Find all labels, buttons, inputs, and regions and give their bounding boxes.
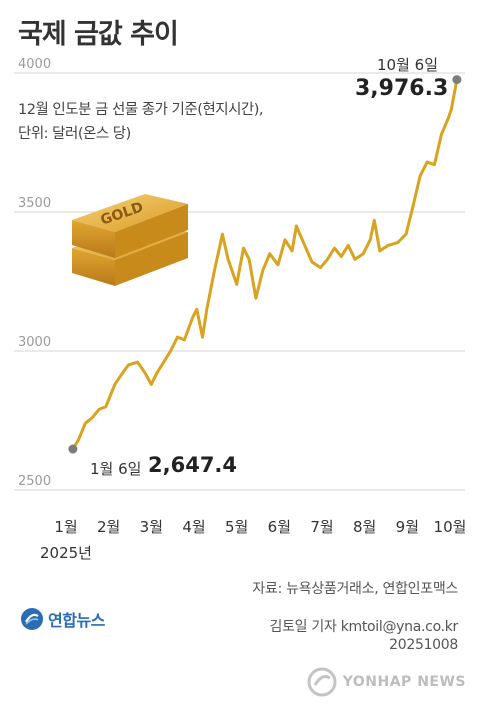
gold-bar-illustration: GOLD (72, 194, 188, 286)
end-data-point (452, 75, 462, 85)
year-label: 2025년 (40, 544, 92, 562)
yonhap-logo: 연합뉴스 (20, 607, 105, 631)
gold-price-line (71, 78, 459, 451)
watermark-text: YONHAP NEWS (342, 674, 466, 690)
y-tick-labels: 2500 3000 3500 4000 (18, 57, 51, 489)
source-text: 자료: 뉴욕상품거래소, 연합인포맥스 (252, 581, 458, 597)
x-tick-label: 2월 (97, 518, 120, 536)
y-tick-label: 4000 (18, 57, 51, 72)
end-date-label: 10월 6일 (377, 56, 438, 74)
reporter-text: 김토일 기자 kmtoil@yna.co.kr (269, 619, 459, 635)
x-tick-label: 9월 (396, 518, 419, 536)
grid-lines (14, 72, 465, 491)
yonhap-logo-icon (21, 608, 43, 630)
chart-title: 국제 금값 추이 (18, 19, 179, 50)
y-tick-label: 2500 (18, 474, 51, 489)
x-tick-label: 3월 (140, 518, 163, 536)
chart-note-line1: 12월 인도분 금 선물 종가 기준(현지시간), (18, 102, 264, 118)
start-date-label: 1월 6일 (90, 460, 142, 478)
chart-note-line2: 단위: 달러(온스 당) (18, 126, 131, 142)
start-data-point (68, 444, 78, 454)
y-tick-label: 3500 (18, 196, 51, 211)
x-tick-label: 6월 (268, 518, 291, 536)
x-tick-label: 4월 (182, 518, 205, 536)
end-value-label: 3,976.3 (355, 76, 449, 101)
x-tick-label: 8월 (353, 518, 376, 536)
watermark-icon (307, 667, 337, 697)
x-tick-labels: 1월 2월 3월 4월 5월 6월 7월 8월 9월 10월 (54, 518, 466, 536)
x-tick-label: 1월 (54, 518, 77, 536)
x-tick-label: 5월 (225, 518, 248, 536)
x-tick-label: 7월 (310, 518, 333, 536)
x-tick-label: 10월 (434, 518, 467, 536)
yonhap-watermark: YONHAP NEWS (307, 667, 466, 697)
y-tick-label: 3000 (18, 335, 51, 350)
start-value-label: 2,647.4 (148, 453, 238, 477)
yonhap-logo-text: 연합뉴스 (48, 611, 105, 630)
date-code: 20251008 (389, 637, 458, 653)
